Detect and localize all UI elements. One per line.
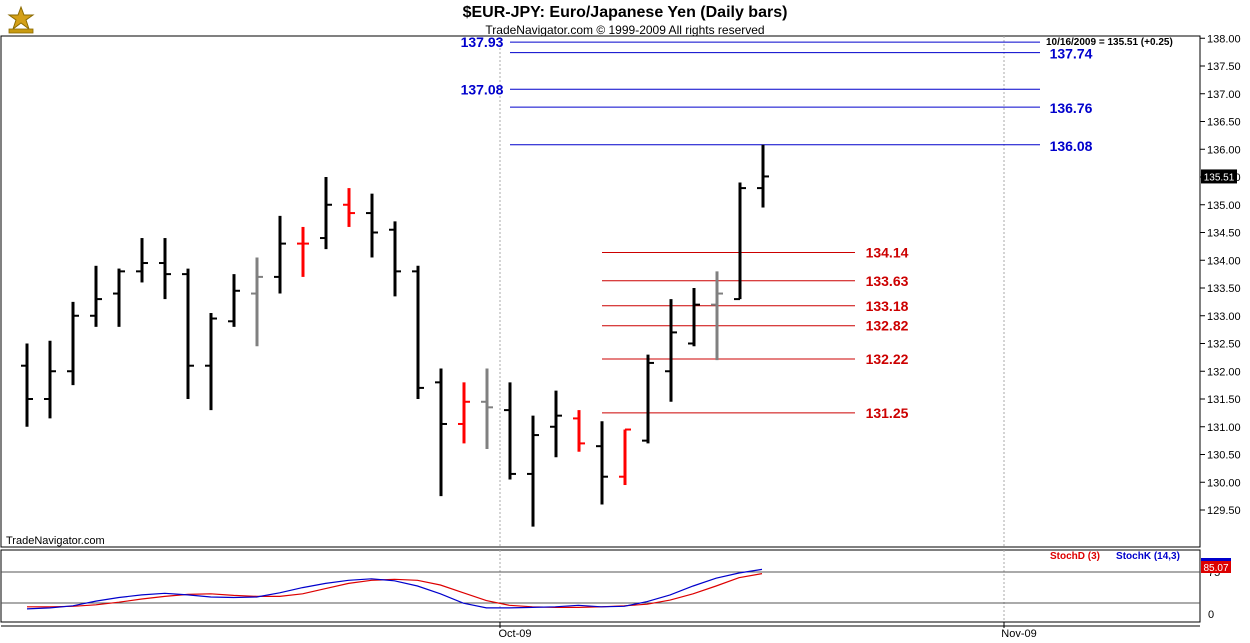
resistance-label: 136.76: [1050, 100, 1093, 116]
stoch-d-badge: [1201, 561, 1231, 573]
resistance-label: 137.74: [1050, 46, 1093, 62]
support-label: 131.25: [866, 405, 909, 421]
x-tick-label: Oct-09: [498, 628, 531, 640]
resistance-label: 136.08: [1050, 138, 1093, 154]
support-label: 133.63: [866, 273, 909, 289]
resistance-label: 137.08: [461, 81, 504, 97]
y-tick-label: 135.00: [1207, 200, 1241, 212]
stoch-y-tick-label: 0: [1208, 609, 1214, 621]
y-tick-label: 134.00: [1207, 255, 1241, 267]
y-tick-label: 136.50: [1207, 117, 1241, 129]
y-tick-label: 130.50: [1207, 450, 1241, 462]
y-tick-label: 132.50: [1207, 339, 1241, 351]
y-tick-label: 129.50: [1207, 505, 1241, 517]
stoch-series-line: [26, 568, 763, 610]
stoch-last-value-label: 85.07: [1203, 563, 1228, 574]
x-tick-label: Nov-09: [1001, 628, 1036, 640]
y-tick-label: 132.00: [1207, 366, 1241, 378]
resistance-label: 137.93: [461, 34, 504, 50]
stoch-k-legend: StochK (14,3): [1116, 551, 1180, 562]
chart-subtitle: TradeNavigator.com © 1999-2009 All right…: [485, 23, 765, 37]
last-price-label: 135.51: [1204, 172, 1235, 183]
price-panel-frame: [0, 35, 1201, 548]
support-label: 132.22: [866, 351, 909, 367]
support-label: 133.18: [866, 298, 909, 314]
support-label: 134.14: [866, 244, 909, 260]
y-tick-label: 133.00: [1207, 311, 1241, 323]
stoch-panel-frame: [0, 549, 1201, 623]
trade-navigator-logo-icon: [7, 5, 35, 34]
y-tick-label: 131.00: [1207, 422, 1241, 434]
y-tick-label: 131.50: [1207, 394, 1241, 406]
chart-title: $EUR-JPY: Euro/Japanese Yen (Daily bars): [462, 4, 788, 21]
last-price-info: 10/16/2009 = 135.51 (+0.25): [1046, 37, 1173, 48]
y-tick-label: 136.00: [1207, 144, 1241, 156]
y-tick-label: 138.00: [1207, 33, 1241, 45]
y-tick-label: 130.00: [1207, 477, 1241, 489]
watermark-text: TradeNavigator.com: [6, 535, 105, 547]
stoch-d-legend: StochD (3): [1050, 551, 1100, 562]
y-tick-label: 137.00: [1207, 89, 1241, 101]
y-tick-label: 133.50: [1207, 283, 1241, 295]
support-label: 132.82: [866, 318, 909, 334]
stoch-series-line: [27, 573, 763, 609]
last-price-badge: [1201, 169, 1237, 184]
y-tick-label: 134.50: [1207, 228, 1241, 240]
y-tick-label: 137.50: [1207, 61, 1241, 73]
